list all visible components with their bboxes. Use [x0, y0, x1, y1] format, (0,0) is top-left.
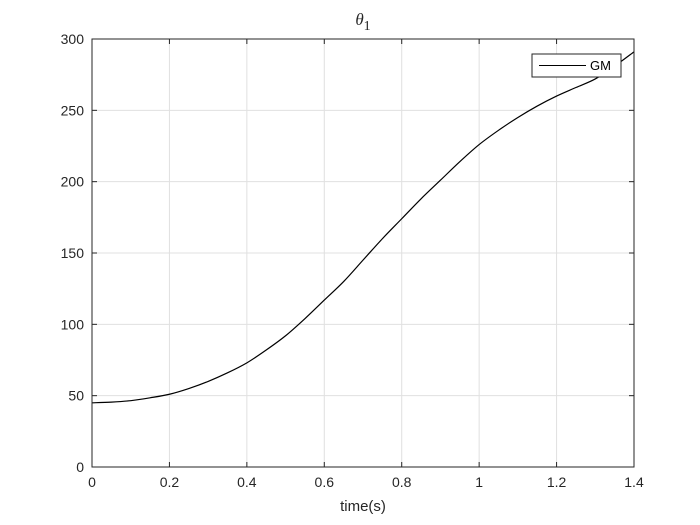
x-axis-label: time(s) — [340, 498, 386, 515]
x-tick-labels: 0 0.2 0.4 0.6 0.8 1 1.2 1.4 — [88, 474, 644, 490]
series-layer — [91, 51, 635, 404]
title-subscript: 1 — [364, 19, 371, 34]
x-tick-label: 0.6 — [315, 474, 335, 490]
legend: GM — [531, 53, 622, 78]
x-tick-label: 0.2 — [160, 474, 180, 490]
y-tick-label: 150 — [61, 245, 85, 261]
chart-title: θ1 — [355, 10, 370, 34]
x-tick-label: 0.4 — [237, 474, 257, 490]
y-tick-label: 250 — [61, 102, 85, 118]
x-tick-label: 1.2 — [547, 474, 567, 490]
axis-ticks — [91, 38, 635, 468]
title-symbol: θ — [355, 10, 363, 29]
x-tick-label: 1.4 — [624, 474, 644, 490]
y-tick-label: 0 — [76, 459, 84, 475]
x-tick-label: 0 — [88, 474, 96, 490]
legend-label: GM — [590, 58, 611, 73]
y-tick-label: 300 — [61, 31, 85, 47]
y-tick-label: 50 — [68, 388, 84, 404]
x-tick-label: 1 — [475, 474, 483, 490]
series-line-gm — [91, 51, 635, 404]
y-tick-label: 200 — [61, 174, 85, 190]
y-tick-label: 100 — [61, 316, 85, 332]
y-tick-labels: 0 50 100 150 200 250 300 — [61, 31, 85, 475]
x-tick-label: 0.8 — [392, 474, 412, 490]
